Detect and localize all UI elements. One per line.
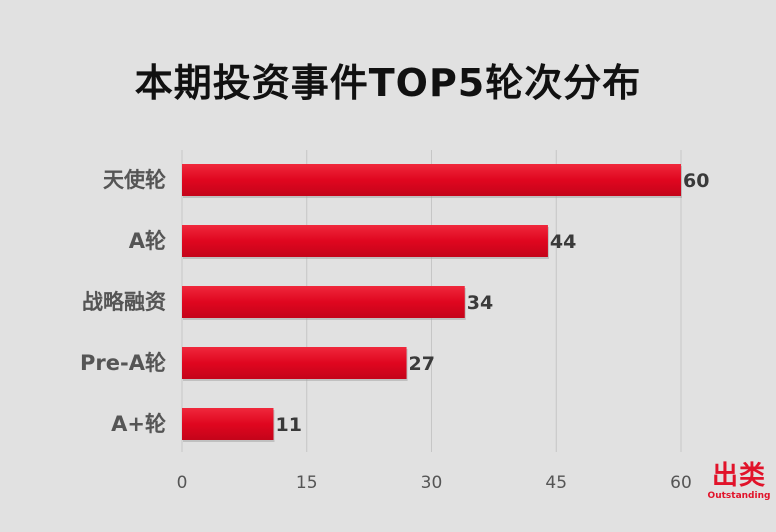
bars: [182, 164, 682, 442]
brand-logo: 出类 Outstanding: [704, 462, 774, 502]
value-label-3: 27: [409, 353, 435, 375]
category-label-4: A+轮: [111, 412, 166, 436]
x-tick-label-15: 15: [296, 473, 318, 493]
bar-1: [182, 225, 548, 257]
value-label-1: 44: [550, 231, 576, 253]
brand-name-cn: 出类: [711, 461, 766, 491]
category-label-0: 天使轮: [103, 168, 166, 192]
labels: 0 15 30 45 60 天使轮 60 A轮 44 战略融资 34 Pre-A轮 27 A+轮 11: [80, 168, 709, 493]
bar-4: [182, 408, 274, 440]
value-label-4: 11: [275, 414, 301, 436]
value-label-2: 34: [467, 292, 493, 314]
brand-name-en: Outstanding: [707, 491, 771, 501]
bar-0: [182, 164, 681, 196]
x-tick-label-30: 30: [421, 473, 443, 493]
x-tick-label-0: 0: [177, 473, 188, 493]
x-tick-label-60: 60: [670, 473, 692, 493]
category-label-2: 战略融资: [82, 290, 166, 314]
bar-2: [182, 286, 465, 318]
category-label-3: Pre-A轮: [80, 351, 166, 375]
value-label-0: 60: [683, 170, 709, 192]
chart-title: 本期投资事件TOP5轮次分布: [134, 61, 642, 105]
bar-3: [182, 347, 407, 379]
x-tick-label-45: 45: [545, 473, 567, 493]
category-label-1: A轮: [129, 229, 166, 253]
